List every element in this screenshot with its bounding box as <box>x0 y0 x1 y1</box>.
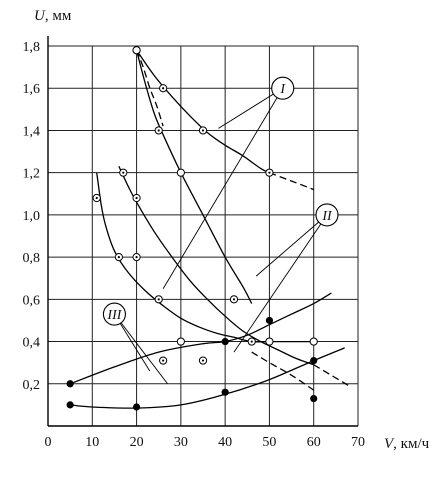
dotted-point-center <box>117 256 120 259</box>
y-axis-unit: , мм <box>45 8 72 24</box>
series-iii-curve-lower <box>70 347 345 409</box>
x-axis-var: V <box>384 436 395 452</box>
curves <box>69 49 350 409</box>
x-axis-label: V, км/ч <box>384 436 430 452</box>
dotted-point-center <box>162 87 165 90</box>
series-label: II <box>321 209 333 224</box>
grid <box>48 45 359 426</box>
series-ii-curve <box>118 166 314 366</box>
series-label: III <box>106 308 122 323</box>
dotted-point-center <box>201 359 205 362</box>
leader-line <box>255 214 328 277</box>
dotted-point-center <box>135 256 138 259</box>
series-label: I <box>279 82 286 97</box>
open-point <box>309 337 318 346</box>
x-tick-label: 60 <box>307 435 321 450</box>
filled-point <box>132 403 141 411</box>
open-point <box>132 46 141 55</box>
data-points <box>66 46 318 411</box>
y-tick-label: 1,2 <box>23 167 41 182</box>
dotted-point-center <box>157 129 160 132</box>
series-ii-curve-dashed <box>313 364 350 387</box>
dotted-point-center <box>250 340 253 343</box>
filled-point <box>221 337 229 346</box>
dotted-point-center <box>122 171 125 174</box>
y-tick-label: 1,8 <box>23 40 41 55</box>
filled-point <box>265 316 274 325</box>
series-label-circle <box>271 76 295 100</box>
leader-lines <box>114 87 328 385</box>
y-tick-label: 1,0 <box>23 209 41 224</box>
series-label-circle <box>102 302 126 326</box>
x-tick-label: 20 <box>130 435 144 450</box>
y-tick-label: 0,2 <box>23 378 41 393</box>
y-tick-label: 1,4 <box>23 124 41 139</box>
filled-point <box>66 380 74 388</box>
dotted-point-center <box>268 171 271 174</box>
series-label-circle <box>315 203 339 227</box>
series-ii-curve <box>96 172 314 343</box>
x-tick-label: 40 <box>218 435 232 450</box>
x-tick-label: 50 <box>262 435 276 450</box>
series-iii-curve-upper <box>69 292 332 385</box>
y-axis-var: U <box>34 8 46 24</box>
series-i-curve-dashed <box>135 49 164 127</box>
x-axis-unit: , км/ч <box>393 436 429 452</box>
filled-point <box>310 394 318 403</box>
series-i-curve-dashed <box>269 172 314 191</box>
open-point <box>176 337 185 346</box>
open-point <box>176 168 185 177</box>
dotted-point-center <box>201 129 205 132</box>
axes <box>47 36 358 427</box>
y-tick-label: 1,6 <box>23 82 41 97</box>
dotted-point-center <box>232 298 236 301</box>
series-ii-curve-dashed <box>251 351 315 391</box>
filled-point <box>66 401 74 409</box>
x-tick-label: 0 <box>45 435 52 450</box>
filled-point <box>310 356 318 365</box>
tick-labels: 0 10 20 30 40 50 60 70 0,2 0,4 0,6 0,8 1,0 1,2 1,4 1,6 1… <box>23 40 366 450</box>
leader-line <box>114 313 168 385</box>
dotted-point-center <box>157 298 160 301</box>
x-tick-label: 70 <box>351 435 365 450</box>
y-tick-label: 0,4 <box>23 336 41 351</box>
series-i-curve <box>136 49 270 174</box>
leader-line <box>233 214 328 353</box>
filled-point <box>221 388 229 396</box>
y-axis-label: U, мм <box>34 8 72 24</box>
x-tick-label: 10 <box>85 435 99 450</box>
open-point <box>265 337 274 346</box>
leader-line <box>162 87 284 290</box>
dotted-point-center <box>95 196 98 200</box>
leader-line <box>218 87 283 129</box>
dotted-point-center <box>162 359 165 362</box>
x-tick-label: 30 <box>174 435 188 450</box>
dotted-point-center <box>135 196 138 200</box>
y-tick-label: 0,8 <box>23 251 41 266</box>
y-tick-label: 0,6 <box>23 293 41 308</box>
